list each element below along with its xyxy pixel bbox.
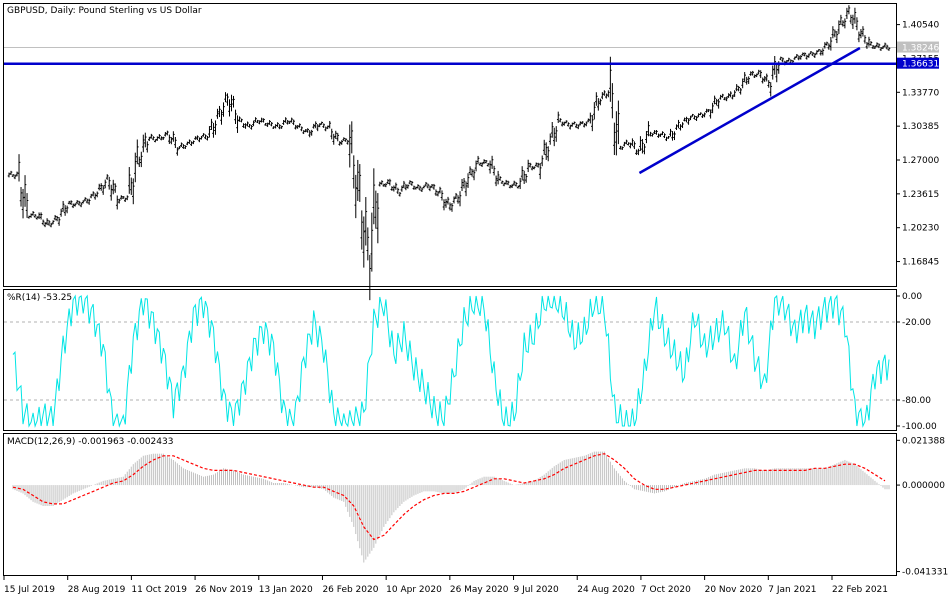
x-tick-label: 22 Feb 2021 [832, 585, 888, 595]
williams-r-tick-label: 0.00 [902, 292, 922, 302]
price-tick-label: 1.40540 [902, 21, 939, 31]
x-tick-label: 11 Oct 2019 [131, 585, 187, 595]
support-line-label: 1.36631 [902, 60, 939, 70]
price-bars [4, 5, 896, 301]
current-price-tag [897, 41, 939, 53]
x-tick-label: 15 Jul 2019 [4, 585, 55, 595]
price-tick-label: 1.20230 [902, 224, 939, 234]
macd-signal-line [12, 453, 886, 541]
x-tick-label: 10 Apr 2020 [386, 585, 442, 595]
x-tick-label: 20 Nov 2020 [705, 585, 763, 595]
trend-line[interactable] [638, 46, 861, 175]
macd-tick-label: -0.041331 [902, 568, 948, 578]
x-tick-label: 13 Jan 2020 [259, 585, 313, 595]
williams-r-tick-label: -100.00 [902, 422, 937, 432]
x-tick-label: 26 Feb 2020 [322, 585, 378, 595]
x-tick-label: 28 Aug 2019 [68, 585, 126, 595]
price-tick-label: 1.30385 [902, 122, 939, 132]
x-tick-label: 24 Aug 2020 [577, 585, 635, 595]
macd-pane[interactable] [3, 433, 897, 576]
macd-plot [12, 451, 890, 563]
price-pane[interactable] [3, 3, 897, 287]
axes: 1.405401.371551.337701.303851.270001.236… [3, 21, 948, 595]
macd-tick-label: 0.000000 [902, 481, 945, 491]
x-tick-label: 7 Jan 2021 [768, 585, 816, 595]
x-tick-label: 26 May 2020 [450, 585, 509, 595]
williams-r-title: %R(14) -53.25 [7, 293, 72, 303]
williams-r-line [4, 294, 896, 428]
x-tick-label: 7 Oct 2020 [641, 585, 691, 595]
williams-r-series [12, 294, 890, 428]
price-tick-label: 1.16845 [902, 258, 939, 268]
x-tick-label: 9 Jul 2020 [514, 585, 559, 595]
price-pane-title: GBPUSD, Daily: Pound Sterling vs US Doll… [7, 6, 202, 16]
x-tick-label: 26 Nov 2019 [195, 585, 253, 595]
williams-r-tick-label: -80.00 [902, 396, 931, 406]
williams-r-pane[interactable] [3, 289, 897, 431]
price-tick-label: 1.33770 [902, 88, 939, 98]
macd-title: MACD(12,26,9) -0.001963 -0.002433 [7, 437, 173, 447]
support-line-tag [897, 57, 939, 69]
current-price-label: 1.38246 [902, 44, 939, 54]
price-tick-label: 1.23615 [902, 190, 939, 200]
williams-r-tick-label: -20.00 [902, 318, 931, 328]
macd-tick-label: 0.021388 [902, 436, 945, 446]
price-tick-label: 1.27000 [902, 156, 939, 166]
